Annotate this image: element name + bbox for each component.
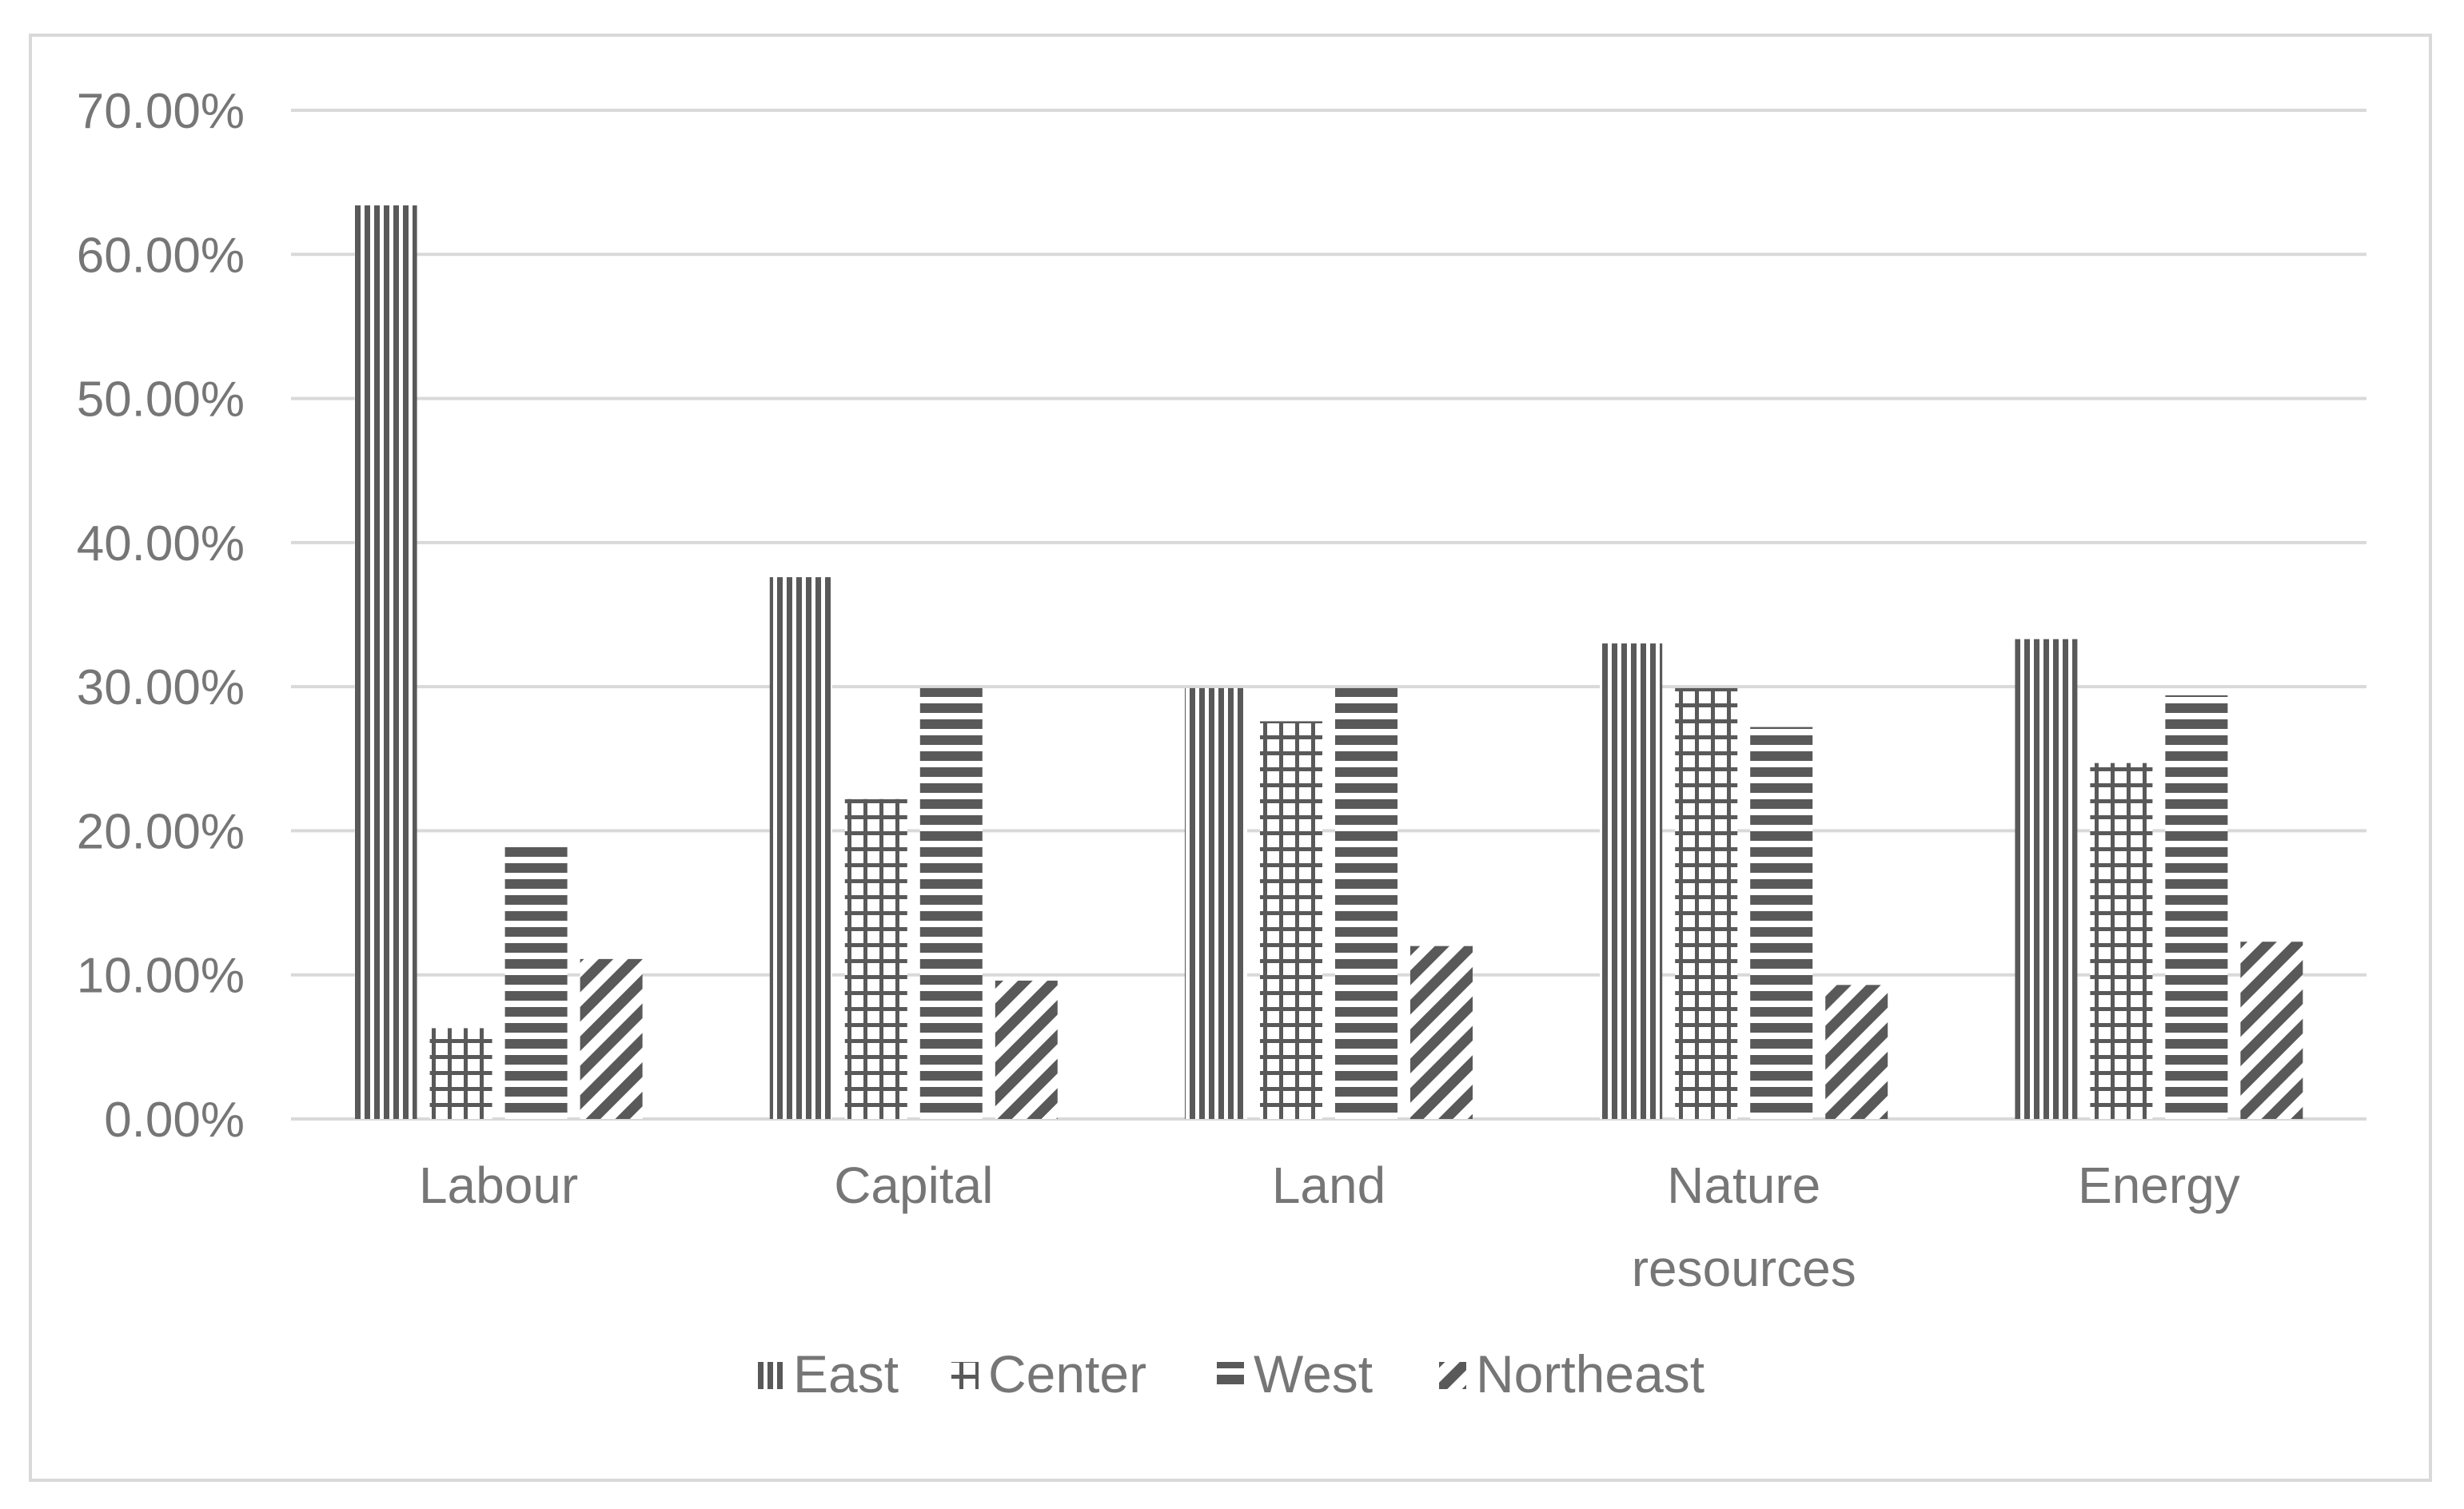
bar-east-0 [354,205,417,1120]
bar-west-2 [1335,687,1397,1119]
legend-swatch-west [1217,1362,1244,1389]
bar-west-3 [1750,727,1813,1119]
legend-swatch-east [756,1362,783,1389]
bar-center-2 [1260,721,1322,1119]
y-tick-label: 70.00% [77,84,245,139]
bars [354,205,2303,1120]
legend-label-west: West [1254,1344,1373,1403]
legend-label-center: Center [988,1344,1146,1403]
x-category-label: Nature [1667,1157,1820,1214]
bar-northeast-3 [1825,985,1888,1119]
x-category-label: Land [1272,1157,1386,1214]
y-tick-label: 20.00% [77,804,245,859]
bar-west-0 [504,846,568,1119]
y-tick-label: 0.00% [104,1093,245,1148]
bar-east-1 [769,577,832,1119]
x-axis-categories: Labour Capital Land Nature resources Energy [419,1157,2240,1297]
x-category-label: Energy [2078,1157,2240,1214]
bar-northeast-4 [2240,942,2303,1119]
bar-northeast-0 [580,958,643,1119]
bar-center-4 [2090,762,2153,1119]
legend-label-east: East [793,1344,899,1403]
bar-center-3 [1675,687,1738,1119]
legend-label-northeast: Northeast [1476,1344,1704,1403]
y-tick-label: 60.00% [77,228,245,283]
legend: East Center West Northeast [756,1344,1704,1403]
bar-east-4 [2015,639,2078,1119]
bar-east-2 [1185,687,1247,1119]
bar-west-1 [919,687,983,1119]
y-tick-label: 40.00% [77,516,245,571]
x-category-label: Capital [834,1157,993,1214]
x-category-label: Labour [419,1157,578,1214]
legend-swatch-center [951,1362,979,1389]
bar-northeast-2 [1410,946,1473,1119]
bar-east-3 [1600,643,1663,1119]
bar-center-1 [844,798,907,1119]
x-category-label: resources [1632,1240,1856,1297]
bar-west-4 [2165,695,2228,1119]
legend-swatch-northeast [1439,1362,1466,1389]
y-axis-ticks: 0.00% 10.00% 20.00% 30.00% 40.00% 50.00% 60.00… [77,84,245,1148]
bar-northeast-1 [995,980,1058,1119]
y-tick-label: 30.00% [77,660,245,715]
y-tick-label: 10.00% [77,949,245,1004]
bar-center-0 [429,1028,492,1119]
y-tick-label: 50.00% [77,372,245,428]
